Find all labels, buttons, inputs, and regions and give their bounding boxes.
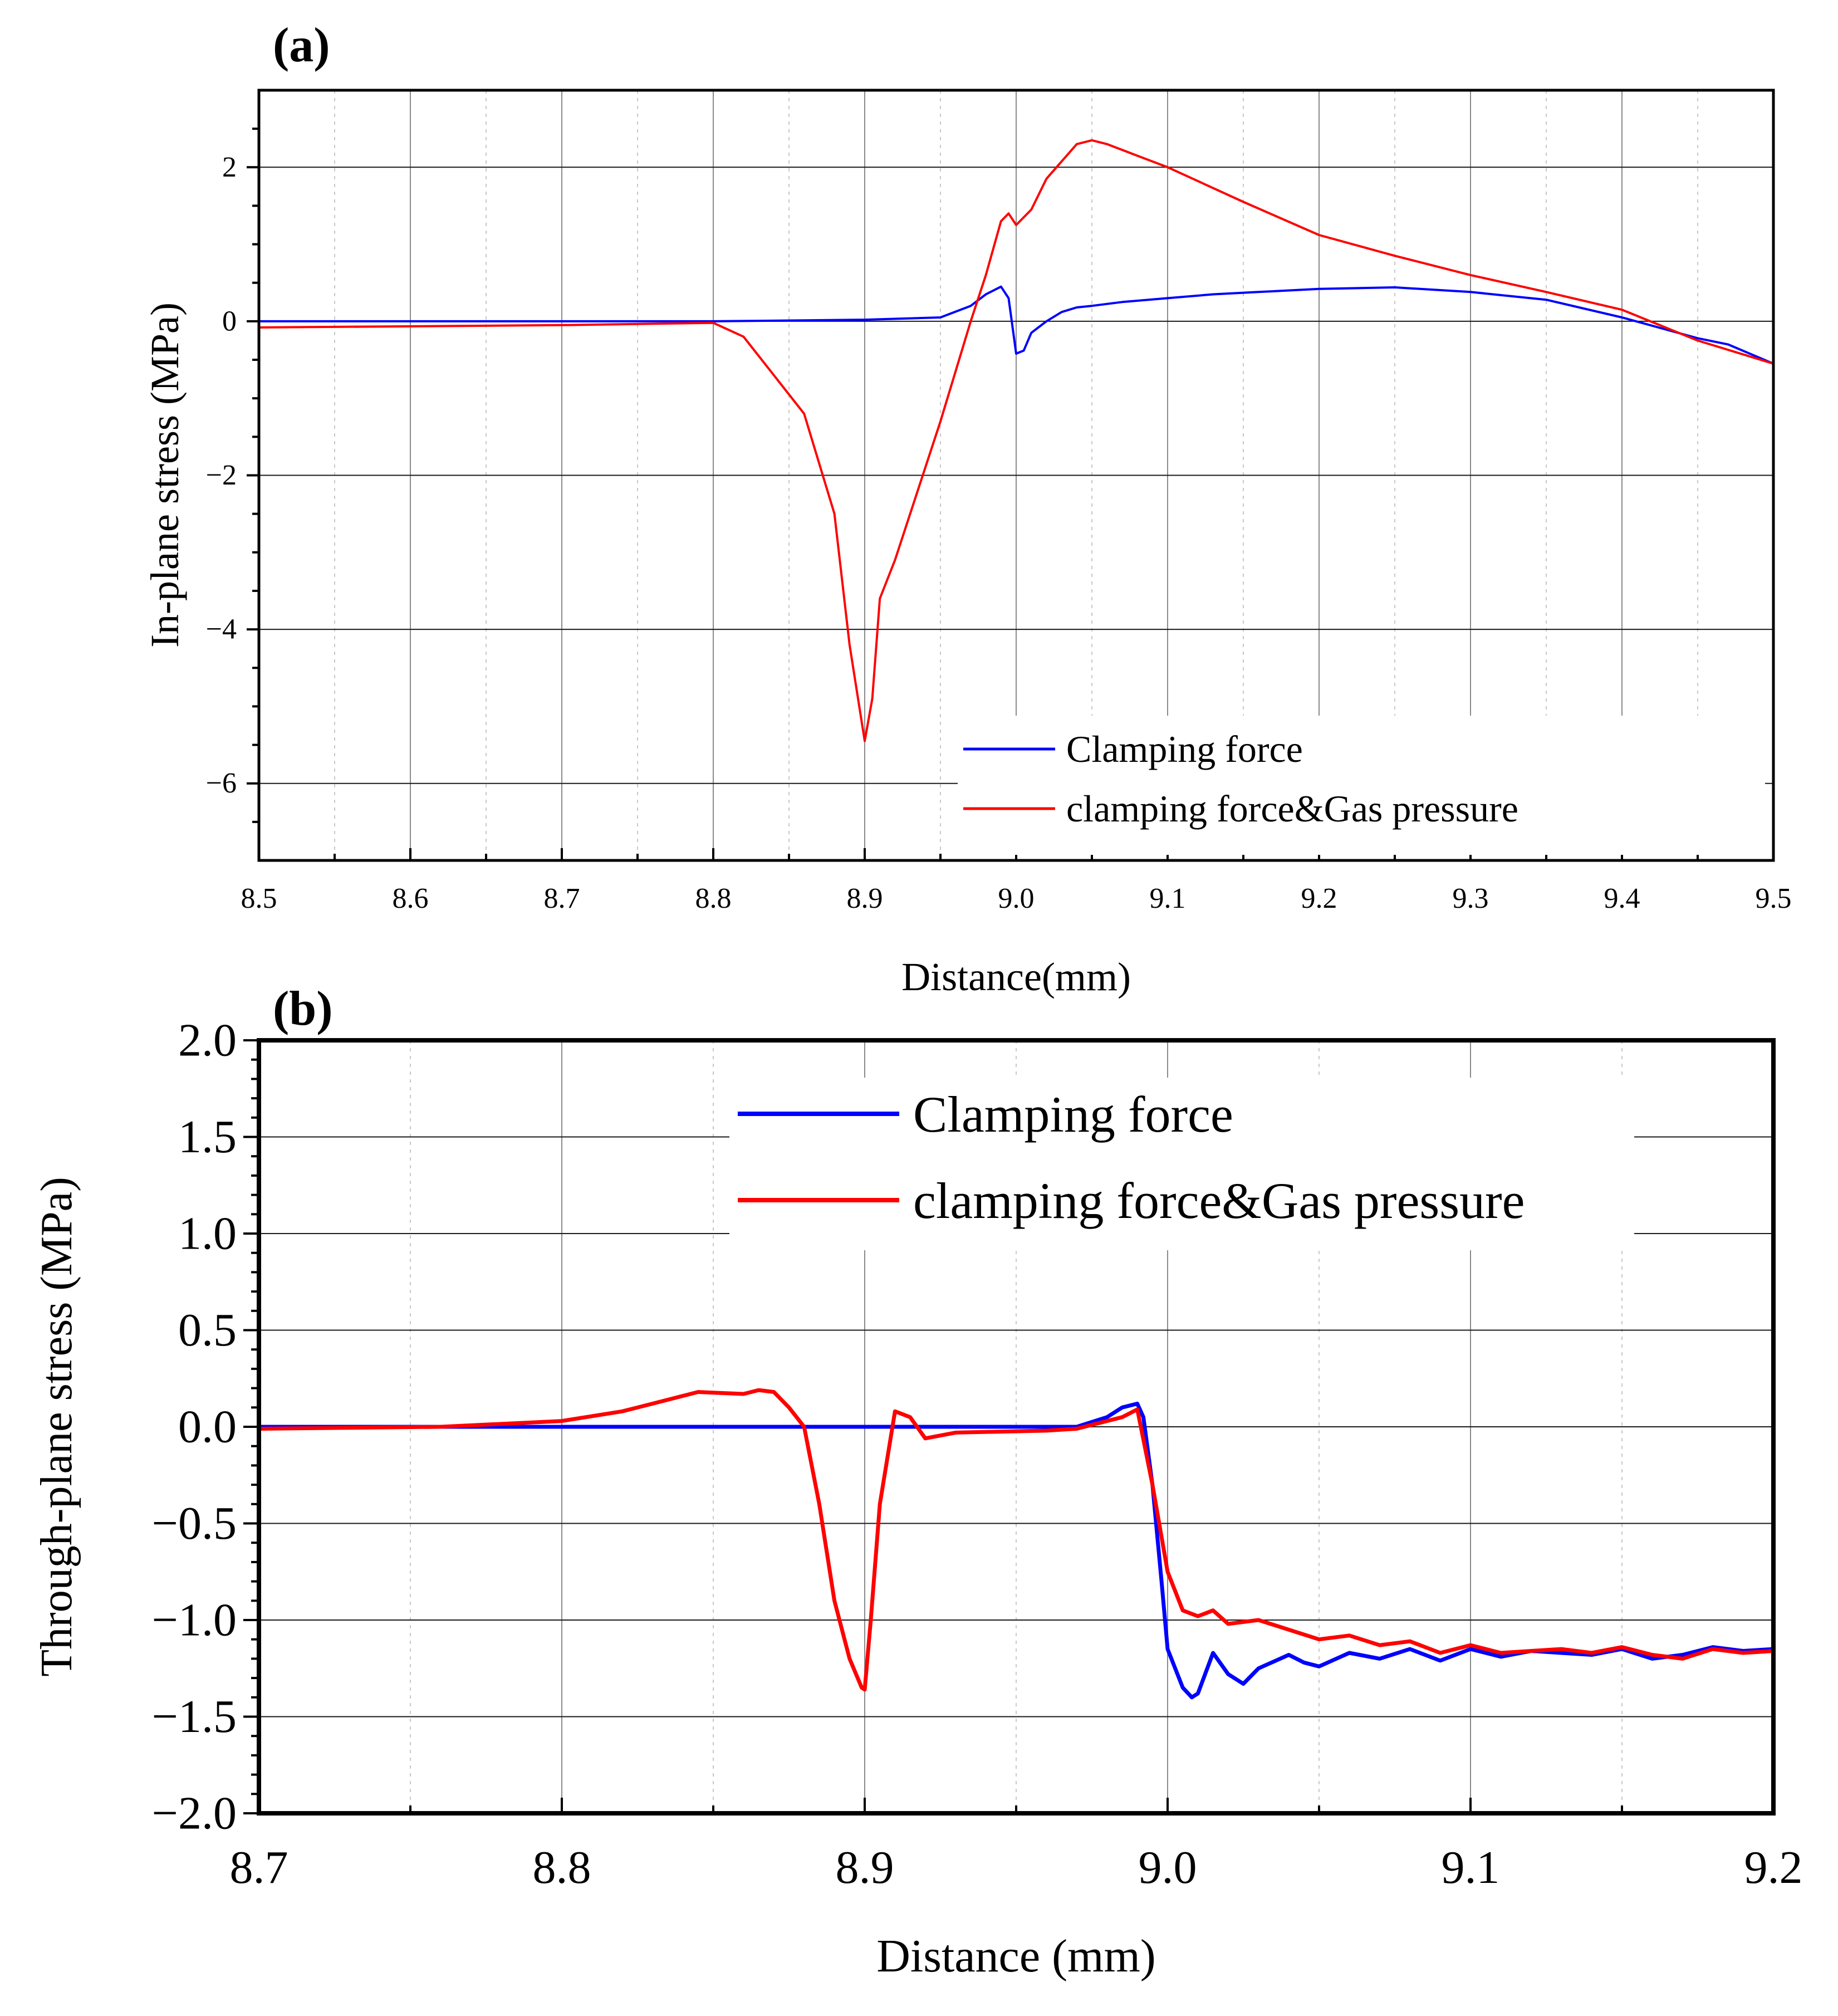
y-tick-label: 2.0 [178, 1015, 237, 1066]
panel-b-x-axis-title: Distance (mm) [876, 1930, 1156, 1982]
x-tick-label: 8.8 [533, 1842, 591, 1893]
x-tick-label: 9.2 [1744, 1842, 1803, 1893]
panel-a-label: (a) [273, 18, 330, 72]
y-tick-label: −4 [206, 614, 237, 645]
x-tick-label: 9.0 [1139, 1842, 1197, 1893]
chart-panel-b: (b) 8.7 8.8 8.9 9.0 9.1 9.2 −2.0 −1.5 −1.0 −0.5 0.… [32, 982, 1803, 1982]
x-tick-label: 9.4 [1604, 883, 1640, 914]
y-tick-label: 1.5 [178, 1111, 237, 1163]
x-tick-label: 8.7 [230, 1842, 288, 1893]
panel-a-x-axis-title: Distance(mm) [901, 955, 1131, 999]
panel-a-legend-label-clamping: Clamping force [1066, 728, 1303, 770]
x-tick-label: 9.5 [1756, 883, 1792, 914]
y-tick-label: −6 [206, 767, 237, 799]
x-tick-label: 8.5 [241, 883, 277, 914]
panel-b-legend-box [729, 1078, 1634, 1250]
x-tick-label: 8.9 [847, 883, 883, 914]
panel-b-y-axis-title: Through-plane stress (MPa) [32, 1177, 81, 1677]
series-line-clamping-force [258, 285, 1775, 365]
y-tick-label: 0.0 [178, 1401, 237, 1453]
panel-b-legend-label-clamping: Clamping force [913, 1086, 1233, 1143]
y-tick-label: −0.5 [152, 1498, 237, 1549]
y-tick-label: −2 [206, 459, 237, 491]
series-line-clamping-gas-pressure [257, 1388, 1776, 1692]
x-tick-label: 8.8 [695, 883, 732, 914]
panel-b-legend: Clamping force clamping force&Gas pressu… [729, 1078, 1634, 1250]
x-tick-label: 9.3 [1453, 883, 1489, 914]
y-tick-label: 0 [222, 305, 237, 337]
x-tick-label: 9.1 [1442, 1842, 1500, 1893]
x-tick-label: 8.7 [544, 883, 580, 914]
panel-a-y-axis-title: In-plane stress (MPa) [143, 302, 187, 648]
panel-a-legend-box [958, 716, 1765, 855]
panel-b-label: (b) [273, 982, 333, 1036]
series-line-clamping-gas-pressure [258, 139, 1775, 742]
x-tick-label: 8.9 [836, 1842, 894, 1893]
y-tick-label: −1.0 [152, 1594, 237, 1646]
y-tick-label: 2 [222, 151, 237, 183]
x-tick-label: 9.1 [1150, 883, 1186, 914]
panel-a-legend: Clamping force clamping force&Gas pressu… [958, 716, 1765, 855]
x-tick-label: 9.2 [1301, 883, 1337, 914]
chart-panel-a: (a) 8.5 8.6 8.7 8.8 8.9 9.0 9.1 9.2 9.3 9.4 9.5 −6 −… [143, 18, 1792, 999]
x-tick-label: 8.6 [393, 883, 429, 914]
y-tick-label: 1.0 [178, 1208, 237, 1260]
panel-b-legend-label-gas: clamping force&Gas pressure [913, 1172, 1525, 1229]
panel-a-legend-label-gas: clamping force&Gas pressure [1066, 787, 1518, 830]
y-tick-label: −1.5 [152, 1691, 237, 1743]
y-tick-label: 0.5 [178, 1304, 237, 1356]
y-tick-label: −2.0 [152, 1788, 237, 1839]
x-tick-label: 9.0 [998, 883, 1035, 914]
